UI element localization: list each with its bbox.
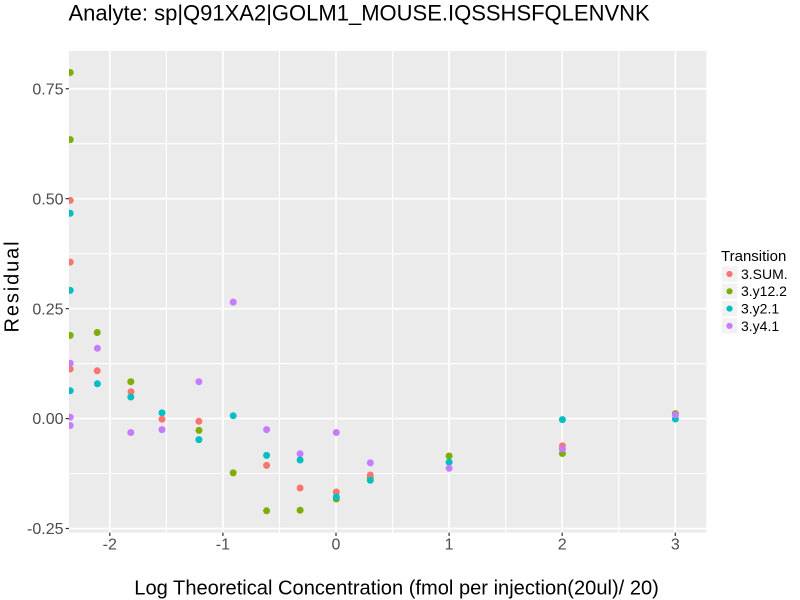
svg-text:3.y4.1: 3.y4.1 [741, 318, 779, 334]
svg-text:0: 0 [332, 536, 341, 553]
svg-text:1: 1 [445, 536, 454, 553]
svg-text:0.25: 0.25 [32, 301, 63, 318]
svg-text:3.SUM.: 3.SUM. [741, 266, 788, 282]
svg-text:0.75: 0.75 [32, 81, 63, 98]
svg-text:-1: -1 [216, 536, 230, 553]
svg-text:3: 3 [671, 536, 680, 553]
svg-text:3.y12.2: 3.y12.2 [741, 283, 787, 299]
svg-text:Transition: Transition [721, 248, 786, 265]
svg-text:0.50: 0.50 [32, 191, 63, 208]
svg-text:-0.25: -0.25 [27, 521, 64, 538]
svg-text:Log Theoretical Concentration: Log Theoretical Concentration (fmol per … [134, 577, 659, 599]
svg-text:0.00: 0.00 [32, 411, 63, 428]
svg-text:Analyte: sp|Q91XA2|GOLM1_MOUSE: Analyte: sp|Q91XA2|GOLM1_MOUSE.IQSSHSFQL… [69, 1, 651, 26]
svg-text:-2: -2 [103, 536, 117, 553]
svg-text:2: 2 [558, 536, 567, 553]
svg-text:Residual: Residual [2, 239, 24, 332]
svg-text:3.y2.1: 3.y2.1 [741, 301, 779, 317]
